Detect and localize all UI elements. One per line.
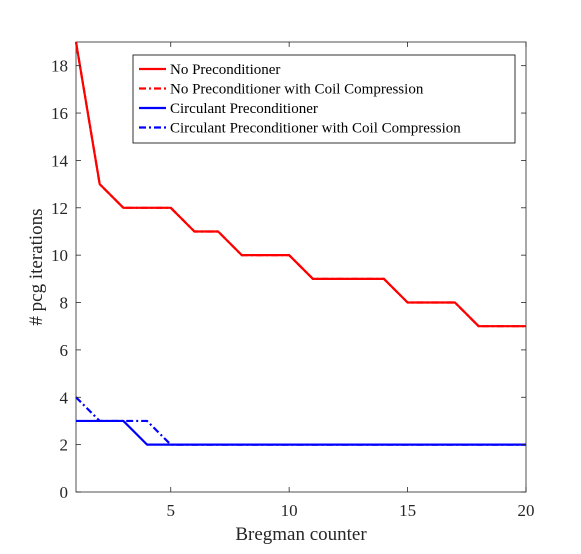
series-line-4 — [75, 396, 526, 446]
y-tick-label: 6 — [60, 341, 69, 360]
y-tick-label: 14 — [51, 151, 69, 170]
legend: No Preconditioner No Preconditioner with … — [132, 54, 516, 144]
y-tick-label: 8 — [60, 294, 69, 313]
y-tick-label: 10 — [51, 246, 68, 265]
x-tick-label: 15 — [399, 501, 416, 520]
x-tick-label: 20 — [518, 501, 535, 520]
y-axis-ticks: 0 2 4 6 8 10 12 14 16 18 — [51, 57, 526, 502]
y-tick-label: 12 — [51, 199, 68, 218]
x-axis-ticks: 5 10 15 20 — [166, 42, 535, 520]
y-tick-label: 18 — [51, 57, 68, 76]
y-axis-label: # pcg iterations — [26, 208, 47, 325]
legend-label-2: No Preconditioner with Coil Compression — [170, 82, 424, 98]
y-tick-label: 0 — [60, 483, 69, 502]
y-tick-label: 2 — [60, 436, 69, 455]
y-tick-label: 16 — [51, 104, 68, 123]
x-tick-label: 10 — [281, 501, 298, 520]
legend-entries: No Preconditioner No Preconditioner with … — [139, 62, 461, 137]
x-axis-label: Bregman counter — [235, 524, 367, 545]
legend-box — [132, 54, 516, 144]
legend-label-3: Circulant Preconditioner — [170, 101, 318, 117]
series-line-2 — [74, 41, 526, 328]
y-tick-label: 4 — [60, 388, 69, 407]
x-tick-label: 5 — [166, 501, 175, 520]
legend-label-1: No Preconditioner — [170, 62, 280, 78]
series-layer — [74, 41, 526, 446]
legend-label-4: Circulant Preconditioner with Coil Compr… — [170, 121, 461, 137]
